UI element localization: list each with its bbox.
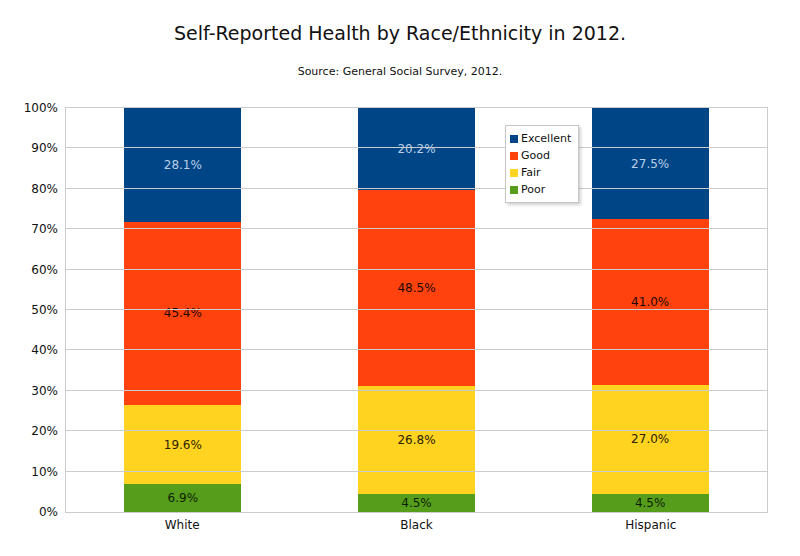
gridline <box>66 188 767 189</box>
y-tick-label: 100% <box>24 102 58 114</box>
y-tick-label: 60% <box>31 264 58 276</box>
bar-segment-white-good: 45.4% <box>124 222 241 405</box>
legend-item-good: Good <box>510 147 571 164</box>
chart-title: Self-Reported Health by Race/Ethnicity i… <box>0 22 800 44</box>
legend-label-fair: Fair <box>521 166 541 179</box>
data-label-hispanic-poor: 4.5% <box>635 497 666 509</box>
bar-column-white: 28.1% 45.4% 19.6% 6.9% <box>66 108 300 512</box>
data-label-hispanic-fair: 27.0% <box>631 433 669 445</box>
gridline <box>66 228 767 229</box>
legend-item-fair: Fair <box>510 164 571 181</box>
chart-page: Self-Reported Health by Race/Ethnicity i… <box>0 0 800 556</box>
legend-swatch-poor-icon <box>510 186 518 194</box>
legend-swatch-fair-icon <box>510 169 518 177</box>
legend-item-poor: Poor <box>510 181 571 198</box>
bar-segment-hispanic-poor: 4.5% <box>592 494 709 512</box>
legend-label-good: Good <box>521 149 550 162</box>
legend-label-poor: Poor <box>521 183 545 196</box>
gridline <box>66 349 767 350</box>
legend-label-excellent: Excellent <box>521 132 571 145</box>
gridline <box>66 471 767 472</box>
plot-area: 28.1%45.4%19.6%6.9%20.2%48.5%26.8%4.5%27… <box>65 107 768 513</box>
bar-segment-white-fair: 19.6% <box>124 405 241 484</box>
gridline <box>66 147 767 148</box>
bar-segment-black-fair: 26.8% <box>358 386 475 494</box>
data-label-black-poor: 4.5% <box>401 497 432 509</box>
y-tick-label: 50% <box>31 304 58 316</box>
bar-segment-white-excellent: 28.1% <box>124 108 241 222</box>
stacked-bar-white: 28.1% 45.4% 19.6% 6.9% <box>124 108 241 512</box>
legend: Excellent Good Fair Poor <box>505 125 579 203</box>
data-label-white-fair: 19.6% <box>164 439 202 451</box>
y-tick-label: 70% <box>31 223 58 235</box>
y-tick-label: 90% <box>31 142 58 154</box>
chart-subtitle: Source: General Social Survey, 2012. <box>0 65 800 78</box>
data-label-white-excellent: 28.1% <box>164 159 202 171</box>
data-label-black-good: 48.5% <box>397 282 435 294</box>
bar-segment-black-poor: 4.5% <box>358 494 475 512</box>
y-tick-label: 40% <box>31 344 58 356</box>
x-axis-label-black: Black <box>299 518 533 532</box>
stacked-bar-black: 20.2% 48.5% 26.8% 4.5% <box>358 108 475 512</box>
legend-swatch-good-icon <box>510 152 518 160</box>
y-tick-label: 10% <box>31 466 58 478</box>
bar-segment-black-excellent: 20.2% <box>358 108 475 190</box>
bar-column-black: 20.2% 48.5% 26.8% 4.5% <box>300 108 534 512</box>
data-label-hispanic-good: 41.0% <box>631 296 669 308</box>
y-tick-label: 30% <box>31 385 58 397</box>
data-label-white-poor: 6.9% <box>168 492 199 504</box>
y-tick-label: 0% <box>39 506 58 518</box>
gridline <box>66 390 767 391</box>
bar-segment-hispanic-good: 41.0% <box>592 219 709 385</box>
gridline <box>66 309 767 310</box>
bars: 28.1%45.4%19.6%6.9%20.2%48.5%26.8%4.5%27… <box>66 108 767 512</box>
bar-segment-white-poor: 6.9% <box>124 484 241 512</box>
bar-segment-black-good: 48.5% <box>358 190 475 386</box>
stacked-bar-hispanic: 27.5% 41.0% 27.0% 4.5% <box>592 108 709 512</box>
data-label-black-fair: 26.8% <box>397 434 435 446</box>
bar-segment-hispanic-excellent: 27.5% <box>592 108 709 219</box>
x-axis-label-white: White <box>65 518 299 532</box>
data-label-black-excellent: 20.2% <box>397 143 435 155</box>
legend-item-excellent: Excellent <box>510 130 571 147</box>
x-axis-labels: WhiteBlackHispanic <box>65 518 768 532</box>
bar-segment-hispanic-fair: 27.0% <box>592 385 709 494</box>
y-tick-label: 80% <box>31 183 58 195</box>
y-tick-label: 20% <box>31 425 58 437</box>
gridline <box>66 430 767 431</box>
x-axis-label-hispanic: Hispanic <box>534 518 768 532</box>
data-label-hispanic-excellent: 27.5% <box>631 158 669 170</box>
legend-swatch-excellent-icon <box>510 135 518 143</box>
gridline <box>66 269 767 270</box>
